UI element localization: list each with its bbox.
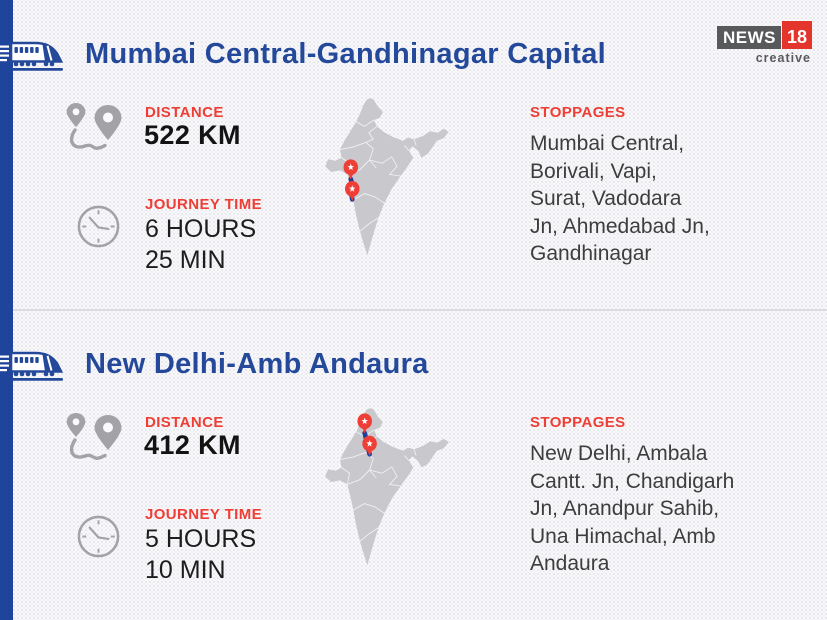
news18-logo-news: NEWS [716,26,781,49]
route-title: New Delhi-Amb Andaura [85,348,429,380]
clock-icon [77,205,120,248]
distance-value: 522 KM [144,120,241,150]
route-card-mumbai-gandhinagar: Mumbai Central-Gandhinagar Capital DISTA… [0,38,710,274]
route-overlay [357,413,377,457]
route-title: Mumbai Central-Gandhinagar Capital [85,38,606,70]
journey-time-label: JOURNEY TIME [145,506,263,523]
star-location-pin-icon [343,159,359,180]
star-location-pin-icon [357,413,372,434]
journey-time-value: 5 HOURS 10 MIN [145,525,257,584]
distance-label: DISTANCE [145,414,224,431]
route-pins-icon [66,103,122,150]
stoppages-label: STOPPAGES [530,414,626,431]
section-divider [13,309,827,311]
news18-logo-row: NEWS 18 [716,21,812,49]
route-overlay [343,159,360,202]
news18-logo-number: 18 [781,21,812,49]
left-accent-bar [0,0,13,620]
clock-icon [77,515,120,558]
bullet-train-icon [0,41,64,71]
route-pins-icon [66,413,122,460]
distance-value: 412 KM [144,430,241,460]
news18-logo: NEWS 18 creative [716,21,812,65]
journey-time-label: JOURNEY TIME [145,196,263,213]
stoppages-list: Mumbai Central, Borivali, Vapi, Surat, V… [530,132,710,266]
india-map [325,98,449,256]
india-outline [325,408,449,566]
india-map [325,408,449,566]
india-outline [325,98,449,256]
route-card-delhi-amb-andaura: New Delhi-Amb Andaura DISTANCE 412 KM JO… [0,310,827,620]
journey-time-value: 6 HOURS 25 MIN [145,215,257,274]
bullet-train-icon [0,351,64,381]
star-location-pin-icon [362,435,377,457]
stoppages-list: New Delhi, Ambala Cantt. Jn, Chandigarh … [530,442,735,576]
news18-logo-creative: creative [755,51,811,65]
star-location-pin-icon [345,180,360,202]
distance-label: DISTANCE [145,104,224,121]
stoppages-label: STOPPAGES [530,104,626,121]
